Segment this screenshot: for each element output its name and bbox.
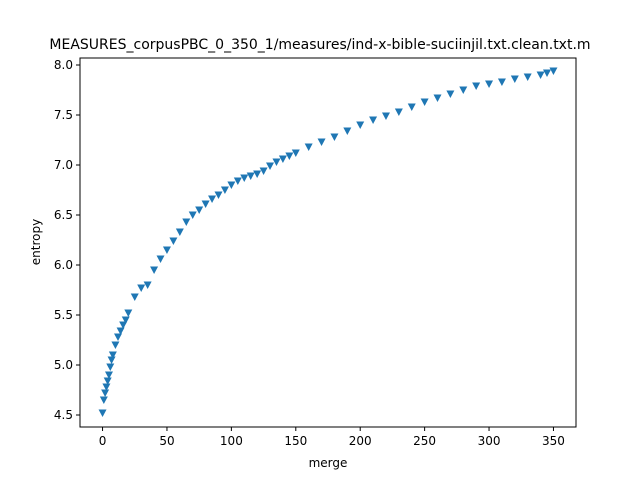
data-point bbox=[101, 389, 110, 397]
data-point bbox=[291, 149, 300, 157]
data-point bbox=[459, 86, 468, 94]
data-point bbox=[121, 316, 130, 324]
y-axis: 4.5 5.0 5.5 6.0 6.5 7.0 7.5 8.0 bbox=[54, 58, 80, 422]
x-tick-label: 100 bbox=[220, 434, 243, 448]
data-point bbox=[497, 78, 506, 86]
data-point bbox=[523, 73, 532, 81]
data-point bbox=[549, 67, 558, 75]
data-point bbox=[162, 246, 171, 254]
data-point bbox=[343, 127, 352, 135]
data-series bbox=[98, 67, 558, 417]
data-point bbox=[99, 396, 108, 404]
data-point bbox=[485, 80, 494, 88]
data-point bbox=[266, 162, 275, 170]
x-tick-label: 50 bbox=[159, 434, 174, 448]
data-point bbox=[130, 293, 139, 301]
y-tick-label: 5.0 bbox=[54, 358, 73, 372]
chart-title: MEASURES_corpusPBC_0_350_1/measures/ind-… bbox=[49, 37, 590, 53]
data-point bbox=[317, 138, 326, 146]
data-point bbox=[114, 333, 123, 341]
y-tick-label: 5.5 bbox=[54, 308, 73, 322]
data-point bbox=[407, 103, 416, 111]
data-point bbox=[208, 195, 217, 203]
data-point bbox=[356, 121, 365, 129]
data-point bbox=[143, 281, 152, 289]
data-point bbox=[106, 363, 115, 371]
data-point bbox=[107, 356, 116, 364]
data-point bbox=[201, 200, 210, 208]
data-point bbox=[169, 237, 178, 245]
x-tick-label: 0 bbox=[99, 434, 107, 448]
data-point bbox=[472, 82, 481, 90]
data-point bbox=[304, 143, 313, 151]
data-point bbox=[188, 211, 197, 219]
x-tick-label: 250 bbox=[413, 434, 436, 448]
data-point bbox=[285, 152, 294, 160]
data-point bbox=[103, 377, 112, 385]
x-tick-label: 300 bbox=[478, 434, 501, 448]
data-point bbox=[137, 284, 146, 292]
y-axis-label: entropy bbox=[29, 219, 43, 265]
data-point bbox=[330, 133, 339, 141]
x-tick-label: 350 bbox=[542, 434, 565, 448]
y-tick-label: 6.0 bbox=[54, 258, 73, 272]
data-point bbox=[124, 309, 133, 317]
data-point bbox=[119, 321, 128, 329]
y-tick-label: 6.5 bbox=[54, 208, 73, 222]
x-axis-label: merge bbox=[309, 456, 348, 470]
data-point bbox=[272, 158, 281, 166]
x-tick-label: 150 bbox=[284, 434, 307, 448]
data-point bbox=[536, 71, 545, 79]
data-point bbox=[150, 266, 159, 274]
data-point bbox=[420, 98, 429, 106]
data-point bbox=[394, 108, 403, 116]
x-tick-label: 200 bbox=[349, 434, 372, 448]
data-point bbox=[227, 181, 236, 189]
data-point bbox=[381, 112, 390, 120]
data-point bbox=[175, 228, 184, 236]
data-point bbox=[543, 69, 552, 77]
data-point bbox=[233, 177, 242, 185]
data-point bbox=[240, 174, 249, 182]
plot-frame bbox=[79, 57, 577, 428]
y-tick-label: 7.0 bbox=[54, 158, 73, 172]
data-point bbox=[195, 206, 204, 214]
x-axis: 0 50 100 150 200 250 300 350 bbox=[99, 427, 565, 448]
data-point bbox=[446, 90, 455, 98]
y-tick-label: 8.0 bbox=[54, 58, 73, 72]
data-point bbox=[104, 371, 113, 379]
data-point bbox=[369, 116, 378, 124]
data-point bbox=[102, 383, 111, 391]
data-point bbox=[214, 191, 223, 199]
data-point bbox=[433, 94, 442, 102]
data-point bbox=[510, 75, 519, 83]
data-point bbox=[220, 186, 229, 194]
data-point bbox=[259, 167, 268, 175]
y-tick-label: 7.5 bbox=[54, 108, 73, 122]
data-point bbox=[246, 172, 255, 180]
data-point bbox=[111, 341, 120, 349]
data-point bbox=[182, 218, 191, 226]
data-point bbox=[156, 255, 165, 263]
data-point bbox=[108, 351, 117, 359]
y-tick-label: 4.5 bbox=[54, 408, 73, 422]
data-point bbox=[98, 409, 107, 417]
data-point bbox=[253, 170, 262, 178]
data-point bbox=[278, 155, 287, 163]
data-point bbox=[116, 327, 125, 335]
